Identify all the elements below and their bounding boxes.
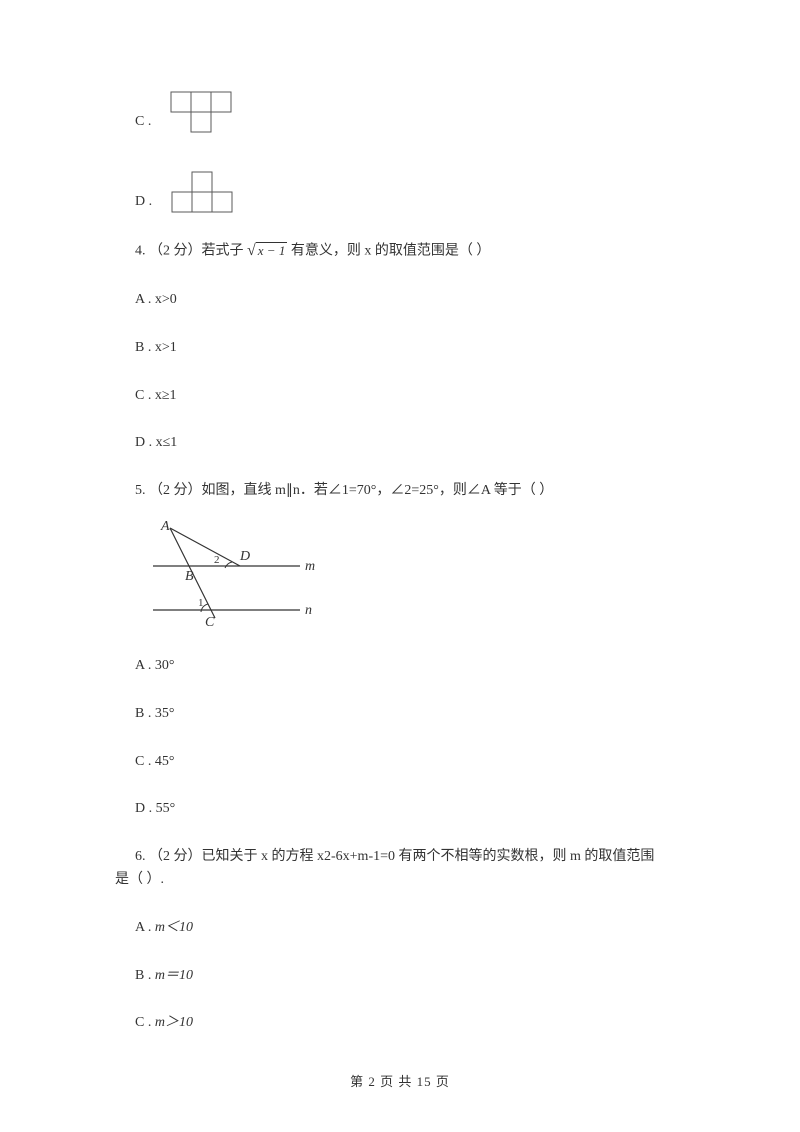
q4-option-a: A . x>0	[135, 290, 685, 310]
option-d-label: D .	[135, 192, 152, 214]
q4-option-c: C . x≥1	[135, 386, 685, 406]
question-5: 5. （2 分）如图，直线 m∥n．若∠1=70°，∠2=25°，则∠A 等于（…	[135, 481, 685, 501]
sqrt-expression: √x − 1	[247, 240, 287, 262]
q5-option-b: B . 35°	[135, 704, 685, 724]
q4-before: 4. （2 分）若式子	[135, 243, 247, 258]
q5-option-c: C . 45°	[135, 752, 685, 772]
tetromino-c-shape	[169, 90, 235, 134]
label-angle2: 2	[214, 554, 220, 566]
label-B: B	[185, 569, 194, 584]
page-footer: 第 2 页 共 15 页	[0, 1071, 800, 1090]
q4-after: 有意义，则 x 的取值范围是（ ）	[291, 243, 491, 258]
label-n: n	[305, 603, 312, 618]
option-d-figure: D .	[135, 170, 685, 214]
label-m: m	[305, 559, 315, 574]
label-D: D	[239, 549, 250, 564]
label-A: A	[160, 519, 170, 534]
q6-line1: 6. （2 分）已知关于 x 的方程 x2-6x+m-1=0 有两个不相等的实数…	[135, 849, 654, 864]
q4-option-b: B . x>1	[135, 338, 685, 358]
option-c-figure: C .	[135, 90, 685, 134]
question-4: 4. （2 分）若式子 √x − 1 有意义，则 x 的取值范围是（ ）	[135, 240, 685, 262]
q6-option-b: B . m＝10	[135, 966, 685, 986]
q6-line2: 是（ ）.	[115, 870, 685, 890]
q4-option-d: D . x≤1	[135, 433, 685, 453]
question-6: 6. （2 分）已知关于 x 的方程 x2-6x+m-1=0 有两个不相等的实数…	[135, 847, 685, 867]
tetromino-d-shape	[170, 170, 236, 214]
q5-geometry-figure: A B C D m n 1 2	[135, 518, 685, 628]
q5-option-a: A . 30°	[135, 656, 685, 676]
label-angle1: 1	[198, 597, 204, 609]
option-c-label: C .	[135, 112, 151, 134]
q6-option-c: C . m＞10	[135, 1013, 685, 1033]
q6-option-a: A . m＜10	[135, 918, 685, 938]
q5-option-d: D . 55°	[135, 799, 685, 819]
label-C: C	[205, 615, 215, 628]
